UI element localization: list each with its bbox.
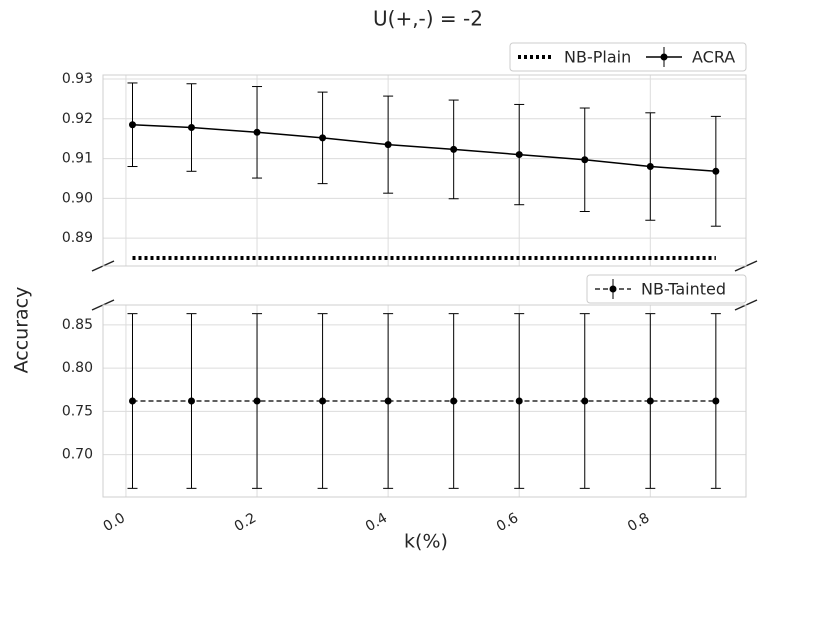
- point: [712, 167, 720, 175]
- point: [450, 145, 458, 153]
- y-tick-label: 0.92: [62, 111, 93, 127]
- y-tick-label: 0.90: [62, 190, 93, 206]
- y-tick-label: 0.93: [62, 71, 93, 87]
- point: [253, 397, 261, 405]
- legend-box: [509, 42, 747, 72]
- series-line: [132, 123, 716, 173]
- point: [646, 397, 654, 405]
- point: [646, 163, 654, 171]
- legend-box: [586, 274, 747, 304]
- y-tick-label: 0.70: [62, 447, 93, 463]
- point: [187, 124, 195, 132]
- point: [319, 397, 327, 405]
- legend-label: ACRA: [692, 48, 735, 67]
- chart-title: U(+,-) = -2: [373, 7, 483, 31]
- point: [128, 121, 136, 129]
- legend: NB-Tainted: [586, 274, 747, 304]
- plot-frame: [102, 74, 747, 267]
- point: [253, 128, 261, 136]
- x-axis-label: k(%): [404, 531, 448, 553]
- point: [128, 397, 136, 405]
- point: [712, 397, 720, 405]
- x-tick-label: 0.2: [232, 510, 259, 535]
- legend: NB-Plain ACRA: [509, 42, 747, 72]
- point: [515, 397, 523, 405]
- y-axis-label: Accuracy: [11, 287, 33, 374]
- y-tick-label: 0.80: [62, 360, 93, 376]
- x-tick-label: 0.6: [494, 510, 521, 535]
- x-tick-label: 0.0: [101, 510, 128, 535]
- point: [581, 397, 589, 405]
- point: [384, 397, 392, 405]
- y-tick-label: 0.85: [62, 317, 93, 333]
- point: [515, 151, 523, 159]
- point: [187, 397, 195, 405]
- y-tick-label: 0.91: [62, 151, 93, 167]
- x-tick-label: 0.8: [625, 510, 652, 535]
- legend-label: NB-Tainted: [641, 280, 726, 299]
- point: [384, 141, 392, 149]
- y-tick-label: 0.75: [62, 403, 93, 419]
- point: [581, 156, 589, 164]
- x-tick-label: 0.4: [363, 510, 390, 535]
- y-tick-label: 0.89: [62, 230, 93, 246]
- plot-frame: [102, 304, 747, 498]
- point: [319, 134, 327, 142]
- point: [450, 397, 458, 405]
- legend-label: NB-Plain: [564, 48, 631, 67]
